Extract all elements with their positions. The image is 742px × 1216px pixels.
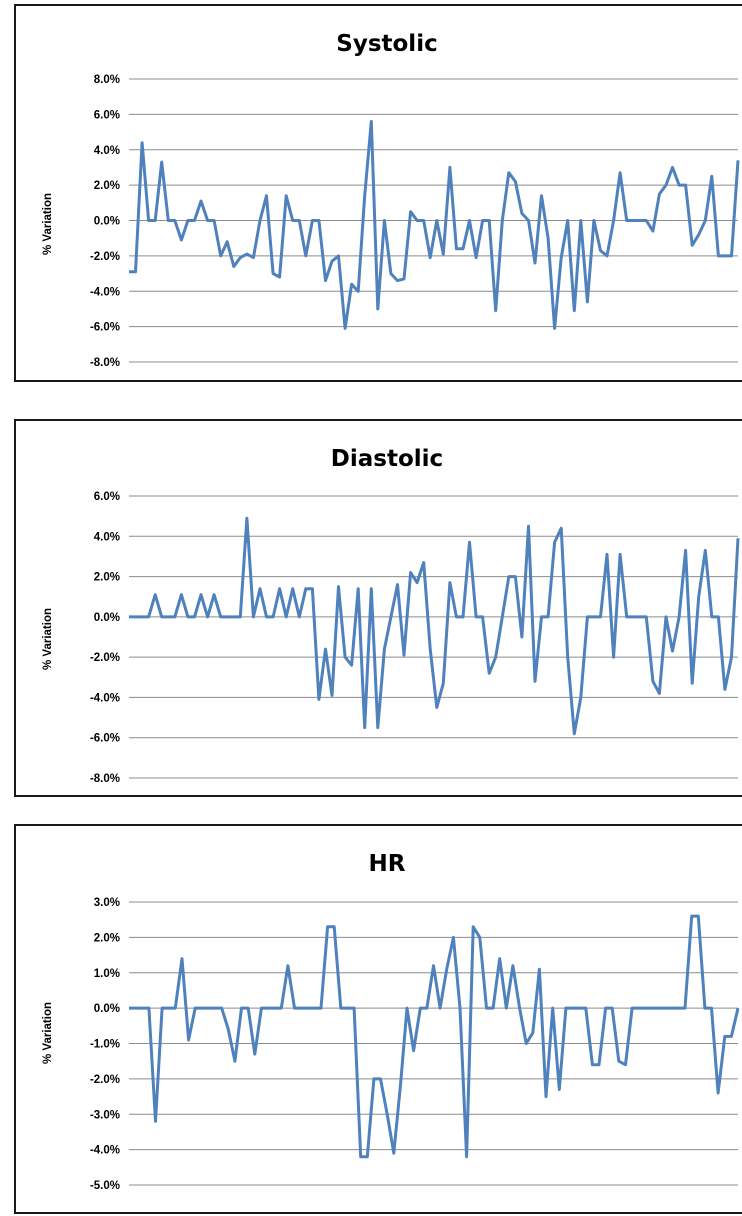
- y-tick-label: 4.0%: [94, 145, 120, 157]
- y-tick-label: -3.0%: [90, 1109, 120, 1121]
- systolic-chart: Systolic % Variation 8.0% 6.0% 4.0% 2.0% 0.0…: [42, 31, 740, 369]
- diastolic-chart-panel: Diastolic % Variation 6.0% 4.0% 2.0% 0.0% -2…: [14, 419, 742, 797]
- y-tick-label: -8.0%: [90, 773, 120, 785]
- y-tick-label: 4.0%: [94, 531, 120, 543]
- y-tick-label: 0.0%: [94, 1003, 120, 1015]
- y-tick-label: -6.0%: [90, 322, 120, 334]
- y-tick-label: -6.0%: [90, 733, 120, 745]
- chart-title: Diastolic: [331, 446, 443, 472]
- y-tick-label: 2.0%: [94, 572, 120, 584]
- chart-title: HR: [369, 851, 406, 877]
- systolic-chart-panel: Systolic % Variation 8.0% 6.0% 4.0% 2.0% 0.0…: [14, 4, 742, 382]
- chart-title: Systolic: [336, 31, 437, 57]
- y-tick-label: -2.0%: [90, 251, 120, 263]
- series-line: [129, 120, 740, 330]
- y-tick-label: 8.0%: [94, 74, 120, 86]
- y-tick-label: 2.0%: [94, 180, 120, 192]
- y-axis-label: % Variation: [42, 608, 54, 670]
- y-tick-label: 6.0%: [94, 491, 120, 503]
- y-tick-label: 2.0%: [94, 932, 120, 944]
- y-tick-label: -5.0%: [90, 1180, 120, 1192]
- diastolic-chart: Diastolic % Variation 6.0% 4.0% 2.0% 0.0% -2…: [42, 446, 740, 785]
- y-tick-label: 0.0%: [94, 216, 120, 228]
- y-tick-label: 1.0%: [94, 968, 120, 980]
- y-tick-label: 0.0%: [94, 612, 120, 624]
- series-line: [129, 516, 740, 736]
- y-tick-label: 6.0%: [94, 109, 120, 121]
- hr-chart: HR % Variation 3.0% 2.0% 1.0% 0.0% -1.0% -2.0…: [42, 851, 740, 1192]
- y-axis-label: % Variation: [42, 193, 54, 255]
- y-tick-label: -4.0%: [90, 286, 120, 298]
- y-tick-label: -1.0%: [90, 1039, 120, 1051]
- y-axis-label: % Variation: [42, 1002, 54, 1064]
- y-tick-label: -4.0%: [90, 1145, 120, 1157]
- series-line: [129, 914, 740, 1159]
- hr-chart-panel: HR % Variation 3.0% 2.0% 1.0% 0.0% -1.0% -2.0…: [14, 824, 742, 1214]
- y-tick-label: -8.0%: [90, 357, 120, 369]
- y-tick-label: 3.0%: [94, 897, 120, 909]
- y-tick-label: -4.0%: [90, 692, 120, 704]
- y-tick-label: -2.0%: [90, 1074, 120, 1086]
- y-tick-label: -2.0%: [90, 652, 120, 664]
